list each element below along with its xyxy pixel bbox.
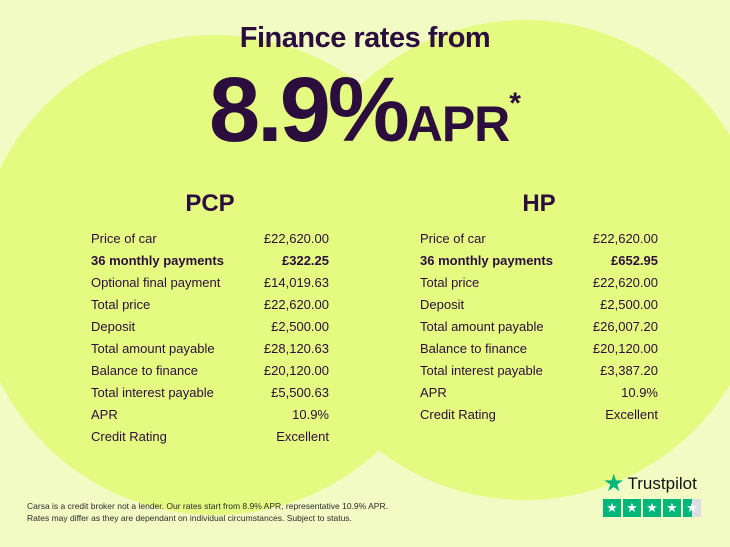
row-value: £22,620.00 bbox=[263, 231, 329, 246]
pcp-table: PCP Price of car £22,620.00 36 monthly pay… bbox=[91, 190, 329, 448]
row-value: Excellent bbox=[605, 407, 658, 422]
table-row: APR 10.9% bbox=[420, 382, 658, 404]
table-row: Price of car £22,620.00 bbox=[91, 228, 329, 250]
asterisk: * bbox=[509, 87, 521, 120]
table-row: Total price £22,620.00 bbox=[420, 272, 658, 294]
row-value: £22,620.00 bbox=[592, 231, 658, 246]
headline: Finance rates from bbox=[239, 22, 491, 54]
table-row: Balance to finance £20,120.00 bbox=[91, 360, 329, 382]
trustpilot-rating: ★ ★ ★ ★ ★ bbox=[603, 499, 701, 517]
row-label: 36 monthly payments bbox=[91, 253, 224, 268]
row-value: £322.25 bbox=[282, 253, 329, 268]
row-label: Price of car bbox=[420, 231, 486, 246]
apr-label: APR bbox=[406, 96, 511, 152]
row-value: Excellent bbox=[276, 429, 329, 444]
row-label: Credit Rating bbox=[420, 407, 496, 422]
table-row: Deposit £2,500.00 bbox=[91, 316, 329, 338]
star-icon: ★ bbox=[623, 499, 641, 517]
trustpilot-badge[interactable]: ★ Trustpilot ★ ★ ★ ★ ★ bbox=[603, 470, 701, 517]
row-value: £28,120.63 bbox=[263, 341, 329, 356]
row-label: Deposit bbox=[91, 319, 136, 334]
table-row: APR 10.9% bbox=[91, 404, 329, 426]
row-label: Total amount payable bbox=[91, 341, 215, 356]
background-circle-right bbox=[285, 20, 730, 500]
table-row: 36 monthly payments £322.25 bbox=[91, 250, 329, 272]
row-label: Total price bbox=[420, 275, 480, 290]
table-row: Balance to finance £20,120.00 bbox=[420, 338, 658, 360]
row-label: APR bbox=[91, 407, 118, 422]
pcp-title: PCP bbox=[185, 190, 235, 217]
hp-table: HP Price of car £22,620.00 36 monthly paym… bbox=[420, 190, 658, 426]
disclaimer: Carsa is a credit broker not a lender. O… bbox=[27, 500, 388, 524]
row-value: £14,019.63 bbox=[263, 275, 329, 290]
row-label: APR bbox=[420, 385, 447, 400]
table-row: Deposit £2,500.00 bbox=[420, 294, 658, 316]
star-icon: ★ bbox=[663, 499, 681, 517]
row-value: £22,620.00 bbox=[263, 297, 329, 312]
table-row: Credit Rating Excellent bbox=[420, 404, 658, 426]
row-label: Price of car bbox=[91, 231, 157, 246]
table-row: Total interest payable £5,500.63 bbox=[91, 382, 329, 404]
table-row: Price of car £22,620.00 bbox=[420, 228, 658, 250]
table-row: Total price £22,620.00 bbox=[91, 294, 329, 316]
table-row: Credit Rating Excellent bbox=[91, 426, 329, 448]
row-value: 10.9% bbox=[292, 407, 329, 422]
row-value: £26,007.20 bbox=[592, 319, 658, 334]
rate-value: 8.9% bbox=[209, 59, 410, 161]
row-label: Deposit bbox=[420, 297, 465, 312]
row-value: £5,500.63 bbox=[271, 385, 329, 400]
row-label: Credit Rating bbox=[91, 429, 167, 444]
row-value: £20,120.00 bbox=[592, 341, 658, 356]
trustpilot-name: Trustpilot bbox=[627, 474, 697, 493]
row-value: £652.95 bbox=[611, 253, 658, 268]
row-value: £22,620.00 bbox=[592, 275, 658, 290]
hp-title: HP bbox=[522, 190, 556, 217]
row-label: Total amount payable bbox=[420, 319, 544, 334]
table-row: Total amount payable £28,120.63 bbox=[91, 338, 329, 360]
star-icon: ★ bbox=[683, 499, 701, 517]
row-label: Balance to finance bbox=[91, 363, 198, 378]
row-label: 36 monthly payments bbox=[420, 253, 553, 268]
row-label: Total interest payable bbox=[91, 385, 214, 400]
table-row: 36 monthly payments £652.95 bbox=[420, 250, 658, 272]
row-label: Balance to finance bbox=[420, 341, 527, 356]
star-icon: ★ bbox=[643, 499, 661, 517]
row-value: £2,500.00 bbox=[600, 297, 658, 312]
trustpilot-star-icon: ★ bbox=[603, 470, 625, 497]
disclaimer-line: Rates may differ as they are dependant o… bbox=[27, 513, 352, 523]
row-label: Total interest payable bbox=[420, 363, 543, 378]
table-row: Total amount payable £26,007.20 bbox=[420, 316, 658, 338]
table-row: Optional final payment £14,019.63 bbox=[91, 272, 329, 294]
row-value: 10.9% bbox=[621, 385, 658, 400]
rate-display: 8.9%APR* bbox=[0, 58, 730, 163]
row-label: Optional final payment bbox=[91, 275, 221, 290]
row-value: £3,387.20 bbox=[600, 363, 658, 378]
disclaimer-line: Carsa is a credit broker not a lender. O… bbox=[27, 501, 388, 511]
row-value: £20,120.00 bbox=[263, 363, 329, 378]
table-row: Total interest payable £3,387.20 bbox=[420, 360, 658, 382]
row-label: Total price bbox=[91, 297, 151, 312]
row-value: £2,500.00 bbox=[271, 319, 329, 334]
star-icon: ★ bbox=[603, 499, 621, 517]
